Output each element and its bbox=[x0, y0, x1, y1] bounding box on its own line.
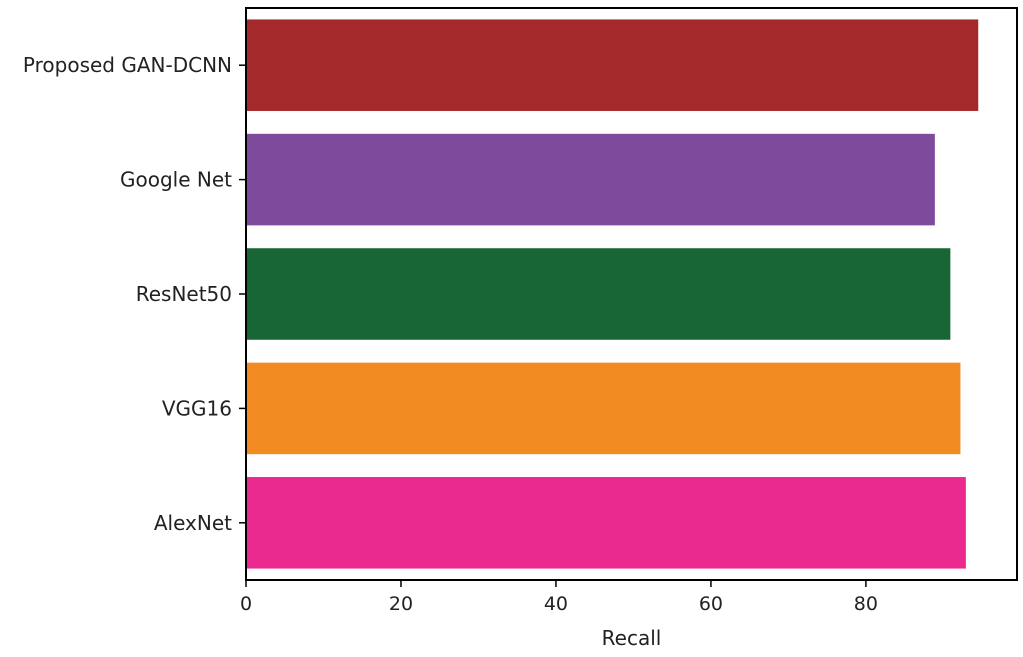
x-axis-label: Recall bbox=[602, 626, 662, 650]
x-tick-label: 40 bbox=[544, 593, 568, 615]
x-tick-label: 60 bbox=[699, 593, 723, 615]
y-tick-label: VGG16 bbox=[162, 396, 232, 420]
x-tick-label: 20 bbox=[389, 593, 413, 615]
bars-layer bbox=[246, 19, 979, 569]
x-tick-label: 80 bbox=[854, 593, 878, 615]
bar-resnet50 bbox=[246, 248, 951, 340]
bar-alexnet bbox=[246, 477, 966, 569]
bar-google-net bbox=[246, 133, 935, 226]
bar-vgg16 bbox=[246, 362, 961, 455]
y-tick-label: ResNet50 bbox=[136, 282, 232, 306]
y-tick-label: Google Net bbox=[120, 168, 232, 192]
y-tick-label: Proposed GAN-DCNN bbox=[23, 53, 232, 77]
bar-proposed-gan-dcnn bbox=[246, 19, 979, 111]
plot-frame bbox=[245, 7, 1018, 581]
x-tick-label: 0 bbox=[240, 593, 252, 615]
y-tick-label: AlexNet bbox=[154, 511, 232, 535]
x-axis-ticks: 0 20 40 60 80 bbox=[240, 580, 878, 615]
y-axis-ticks: AlexNet VGG16 ResNet50 Google Net Proposed G… bbox=[23, 53, 246, 535]
